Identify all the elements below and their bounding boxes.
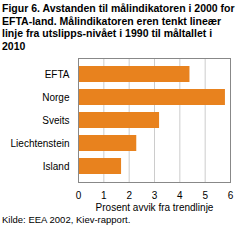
- svg-text:4: 4: [177, 190, 183, 201]
- svg-text:5: 5: [202, 190, 208, 201]
- svg-text:Sveits: Sveits: [42, 115, 69, 126]
- svg-text:Norge: Norge: [42, 92, 70, 103]
- svg-text:Liechtenstein: Liechtenstein: [11, 138, 70, 149]
- svg-text:1: 1: [101, 190, 107, 201]
- html-text:Figur 6. Avstanden til målindi: Figur 6. Avstanden til målindikatoren i …: [2, 2, 235, 52]
- svg-text:EFTA: EFTA: [45, 69, 70, 80]
- svg-text:6: 6: [228, 190, 234, 201]
- html-text:Kilde: EEA 2002, Kiev-rapport.: Kilde: EEA 2002, Kiev-rapport.: [2, 214, 131, 225]
- svg-text:Island: Island: [43, 161, 70, 172]
- svg-text:2: 2: [126, 190, 132, 201]
- svg-text:3: 3: [152, 190, 158, 201]
- svg-text:0: 0: [76, 190, 82, 201]
- svg-text:Prosent avvik fra trendlinje: Prosent avvik fra trendlinje: [96, 202, 214, 213]
